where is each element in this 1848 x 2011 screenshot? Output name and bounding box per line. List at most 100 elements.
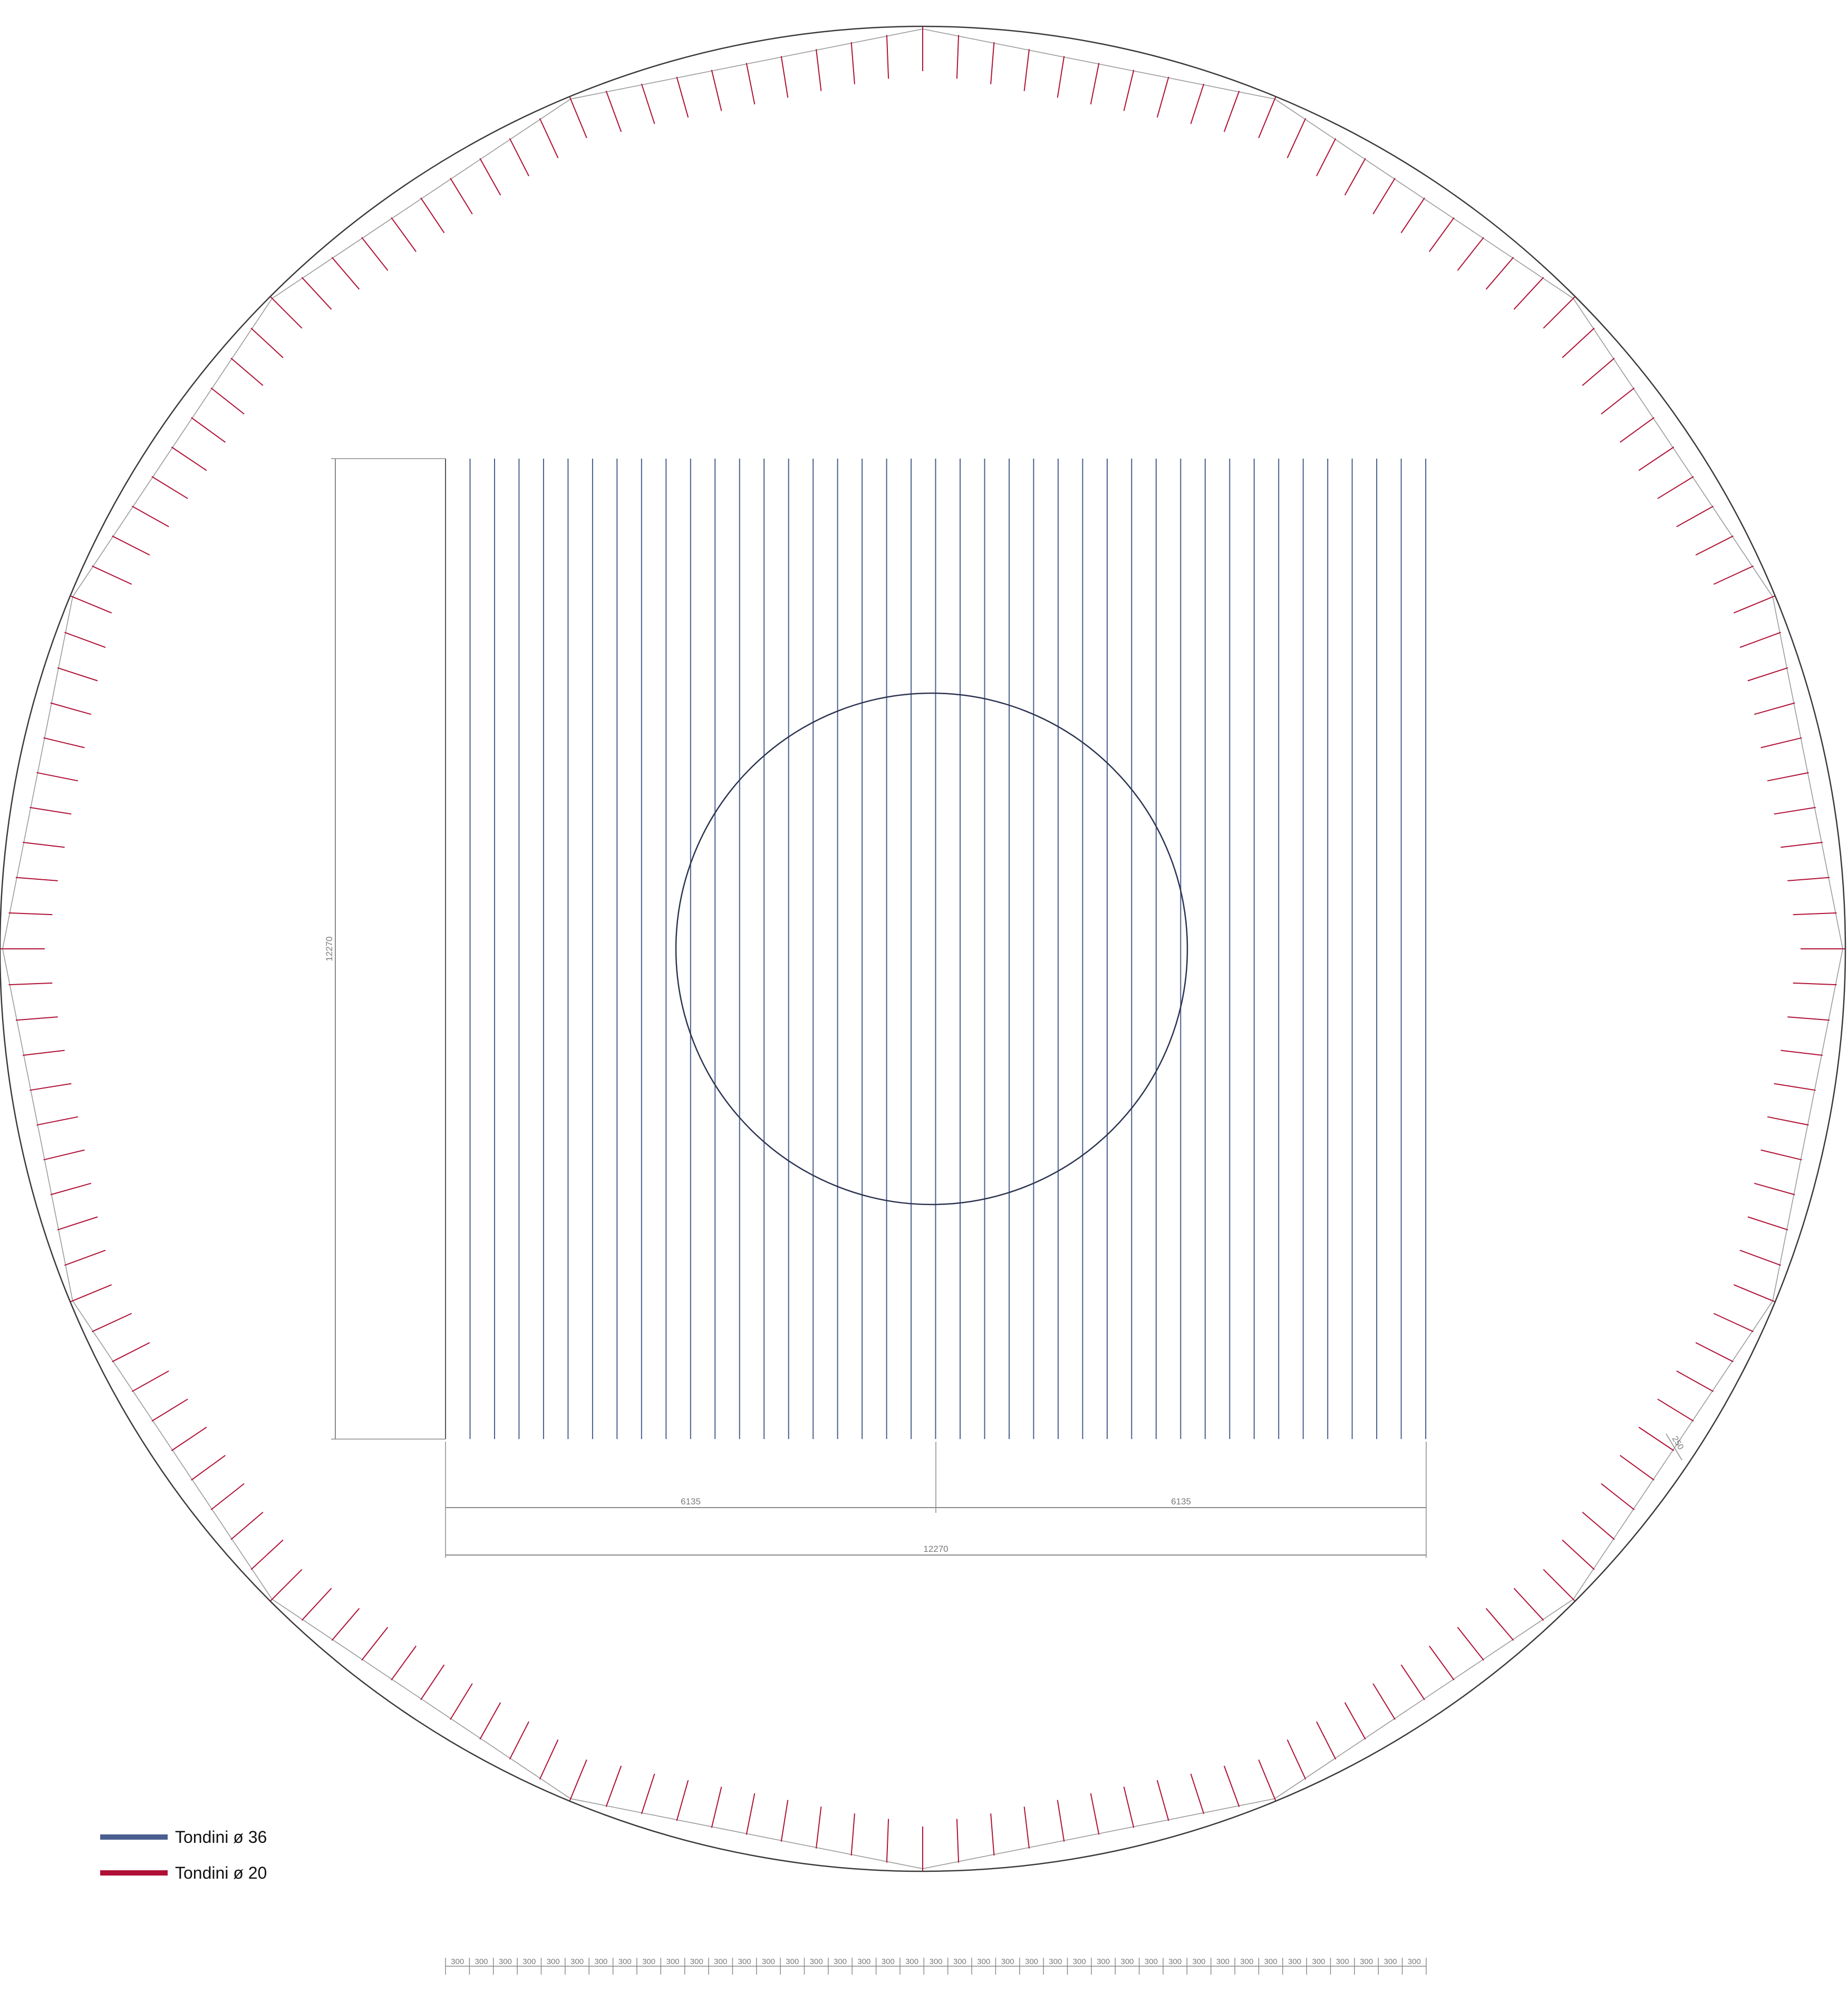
spacing-label: 300 [810, 1957, 823, 1966]
radial-rebar [1582, 357, 1615, 386]
radial-rebar [746, 1793, 756, 1835]
radial-rebar [1620, 417, 1655, 443]
radial-rebar [36, 772, 79, 782]
radial-rebar [711, 70, 722, 111]
radial-rebar [1733, 1284, 1776, 1303]
spacing-label: 300 [977, 1957, 990, 1966]
radial-rebar [1713, 1313, 1754, 1333]
radial-rebar [1695, 1342, 1734, 1363]
half-left-dim-label: 6135 [681, 1497, 701, 1507]
outer-circle [0, 26, 1846, 1872]
radial-rebar [509, 138, 529, 177]
radial-rebar [509, 1721, 529, 1760]
radial-rebar [479, 1702, 501, 1740]
radial-rebar [1372, 1683, 1396, 1720]
radial-rebar [250, 327, 284, 358]
radial-rebar [57, 667, 98, 682]
radial-rebar [676, 76, 689, 118]
radial-rebar [1657, 476, 1694, 499]
spacing-label: 300 [594, 1957, 607, 1966]
spacing-label: 300 [1360, 1957, 1373, 1966]
radial-rebar [1258, 96, 1276, 139]
spacing-label: 300 [1145, 1957, 1158, 1966]
radial-rebar [1601, 1483, 1635, 1510]
spacing-label: 300 [618, 1957, 632, 1966]
radial-rebar [269, 1569, 303, 1602]
spacing-label: 300 [499, 1957, 512, 1966]
radial-rebar [15, 1016, 58, 1021]
radial-rebar [50, 1182, 92, 1196]
radial-rebar [1543, 296, 1576, 329]
radial-rebar [1582, 1511, 1615, 1540]
radial-rebar [1344, 158, 1366, 196]
radial-rebar [1781, 842, 1823, 848]
radial-rebar [1638, 1426, 1675, 1451]
spacing-label: 300 [1264, 1957, 1278, 1966]
radial-rebar [15, 877, 58, 881]
radial-rebar [1123, 1786, 1135, 1828]
half-right-dim-label: 6135 [1171, 1497, 1191, 1507]
radial-rebar [539, 1739, 559, 1780]
radial-rebar [420, 197, 445, 234]
radial-rebar [1767, 1116, 1809, 1126]
radial-rebar [1733, 595, 1776, 614]
spacing-label: 300 [929, 1957, 942, 1966]
radial-rebar [151, 476, 188, 499]
radial-rebar [641, 1773, 655, 1814]
radial-rebar [230, 357, 264, 386]
radial-rebar [1562, 327, 1595, 358]
radial-rebar [43, 737, 85, 749]
radial-rebar [780, 56, 789, 98]
radial-rebar [1286, 1739, 1307, 1780]
radial-rebar [1793, 912, 1837, 916]
radial-rebar [886, 1819, 889, 1863]
radial-rebar [1760, 737, 1802, 749]
radial-rebar [956, 1819, 960, 1863]
legend-swatch-red [100, 1870, 168, 1876]
spacing-label: 300 [547, 1957, 560, 1966]
radial-rebar [1457, 237, 1484, 271]
radial-rebar [1057, 1800, 1065, 1842]
radial-rebar [1620, 1455, 1655, 1481]
radial-rebar [1774, 807, 1816, 815]
radial-rebar [391, 217, 417, 252]
radial-rebar [1787, 877, 1830, 881]
radial-rebar [1400, 197, 1425, 234]
radial-rebar-group [0, 26, 1845, 1871]
radial-rebar [191, 1455, 226, 1481]
spacing-label: 300 [666, 1957, 679, 1966]
spacing-label: 300 [1001, 1957, 1014, 1966]
radial-rebar [331, 1608, 360, 1641]
spacing-label: 300 [714, 1957, 727, 1966]
radial-rebar [1258, 1759, 1276, 1802]
legend-label: Tondini ø 20 [175, 1863, 267, 1882]
spacing-label: 300 [905, 1957, 918, 1966]
radial-rebar [191, 417, 226, 443]
dimension-lines: 12270 6135 6135 12270 250 [324, 458, 1685, 1558]
spacing-label: 300 [1288, 1957, 1301, 1966]
spacing-label: 300 [1240, 1957, 1253, 1966]
spacing-label: 300 [1073, 1957, 1086, 1966]
radial-rebar [605, 91, 622, 132]
radial-rebar [605, 1765, 622, 1807]
radial-rebar [1457, 1627, 1484, 1661]
radial-rebar [92, 565, 132, 585]
legend-item-rebar-20: Tondini ø 20 [100, 1857, 267, 1889]
spacing-dimension-chain: 300 300 300 300 300 300 300 300 300 300 300 300 300 3… [445, 1957, 1427, 1975]
radial-rebar [92, 1313, 132, 1333]
radial-rebar [850, 1813, 855, 1856]
spacing-label: 300 [690, 1957, 703, 1966]
radial-rebar [1793, 982, 1837, 986]
radial-rebar [1429, 217, 1455, 252]
spacing-label: 300 [1312, 1957, 1325, 1966]
radial-rebar [1781, 1050, 1823, 1056]
radial-rebar [1057, 56, 1065, 98]
spacing-label: 300 [1336, 1957, 1349, 1966]
radial-rebar [1760, 1149, 1802, 1161]
radial-rebar [1754, 702, 1795, 715]
radial-rebar [1223, 1765, 1240, 1807]
radial-rebar [420, 1664, 445, 1701]
radial-rebar [1316, 1721, 1337, 1760]
radial-rebar [210, 1483, 245, 1510]
radial-rebar [1676, 506, 1714, 528]
